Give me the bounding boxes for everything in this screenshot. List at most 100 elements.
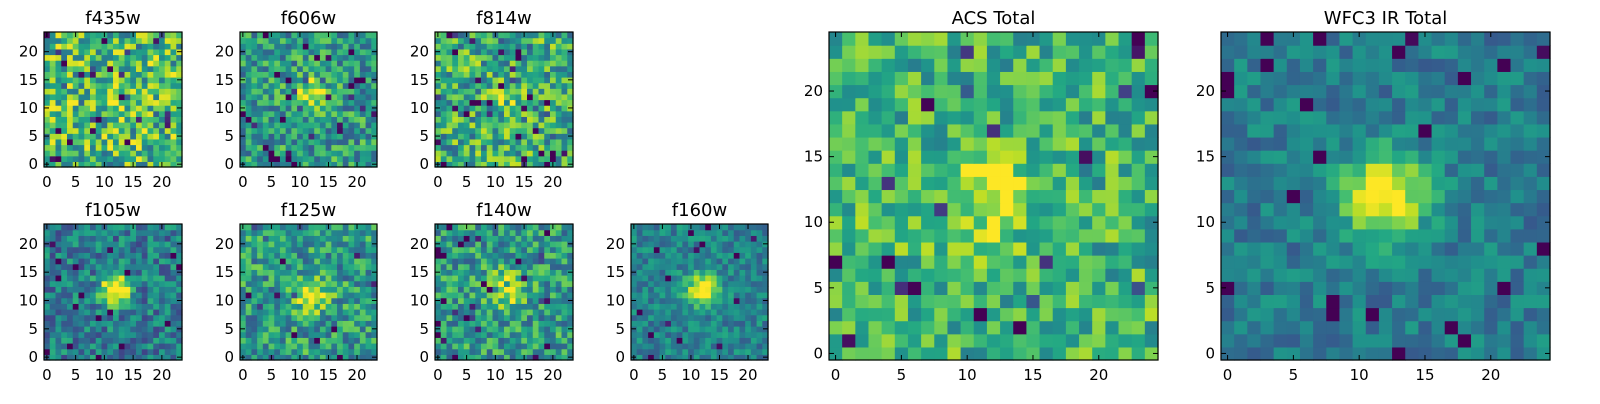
heatmap-cell — [711, 349, 717, 355]
heatmap-cell — [452, 258, 458, 264]
heatmap-cell — [113, 309, 119, 315]
heatmap-cell — [452, 111, 458, 117]
heatmap-cell — [1145, 321, 1159, 335]
heatmap-cell — [481, 298, 487, 304]
heatmap-cell — [493, 258, 499, 264]
heatmap-cell — [326, 275, 332, 281]
heatmap-cell — [165, 337, 171, 343]
heatmap-cell — [671, 241, 677, 247]
heatmap-cell — [1079, 163, 1093, 177]
heatmap-cell — [464, 247, 470, 253]
heatmap-cell — [326, 88, 332, 94]
heatmap-cell — [521, 315, 527, 321]
heatmap-cell — [934, 45, 948, 59]
heatmap-cell — [677, 275, 683, 281]
heatmap-cell — [153, 49, 159, 55]
heatmap-cell — [734, 303, 740, 309]
heatmap-cell — [136, 235, 142, 241]
heatmap-cell — [882, 176, 896, 190]
heatmap-cell — [562, 145, 568, 151]
heatmap-cell — [458, 150, 464, 156]
panel-title: f125w — [281, 200, 336, 221]
heatmap-cell — [637, 247, 643, 253]
heatmap-cell — [90, 77, 96, 83]
heatmap-cell — [493, 133, 499, 139]
heatmap-cell — [498, 32, 504, 38]
heatmap-cell — [908, 58, 922, 72]
heatmap-cell — [533, 111, 539, 117]
heatmap-cell — [539, 298, 545, 304]
heatmap-cell — [1066, 321, 1080, 335]
heatmap-cell — [96, 303, 102, 309]
heatmap-cell — [269, 38, 275, 44]
heatmap-cell — [961, 111, 975, 125]
heatmap-cell — [50, 105, 56, 111]
heatmap-cell — [113, 349, 119, 355]
heatmap-cell — [159, 264, 165, 270]
heatmap-cell — [360, 32, 366, 38]
heatmap-cell — [435, 88, 441, 94]
heatmap-cell — [274, 264, 280, 270]
heatmap-cell — [159, 83, 165, 89]
heatmap-cell — [96, 224, 102, 230]
heatmap-cell — [343, 337, 349, 343]
heatmap-cell — [348, 111, 354, 117]
heatmap-cell — [354, 230, 360, 236]
heatmap-cell — [331, 156, 337, 162]
y-tick-label: 15 — [215, 263, 234, 281]
heatmap-cell — [705, 349, 711, 355]
heatmap-cell — [470, 66, 476, 72]
heatmap-cell — [348, 105, 354, 111]
heatmap-cell — [73, 77, 79, 83]
heatmap-cell — [130, 133, 136, 139]
heatmap-cell — [987, 71, 1001, 85]
heatmap-cell — [309, 122, 315, 128]
heatmap-cell — [61, 286, 67, 292]
heatmap-cell — [739, 343, 745, 349]
heatmap-cell — [50, 66, 56, 72]
heatmap-cell — [343, 100, 349, 106]
heatmap-cell — [757, 332, 763, 338]
heatmap-cell — [487, 111, 493, 117]
heatmap-cell — [50, 156, 56, 162]
heatmap-cell — [1132, 321, 1146, 335]
heatmap-cell — [1274, 347, 1288, 361]
x-tick-label: 15 — [515, 173, 534, 191]
heatmap-cell — [654, 303, 660, 309]
heatmap-cell — [90, 66, 96, 72]
heatmap-cell — [125, 337, 131, 343]
heatmap-cell — [84, 83, 90, 89]
heatmap-cell — [722, 292, 728, 298]
heatmap-cell — [269, 264, 275, 270]
heatmap-cell — [337, 247, 343, 253]
heatmap-cell — [521, 38, 527, 44]
heatmap-cell — [67, 71, 73, 77]
heatmap-cell — [475, 332, 481, 338]
heatmap-cell — [269, 309, 275, 315]
heatmap-cell — [240, 292, 246, 298]
heatmap-cell — [435, 145, 441, 151]
heatmap-cell — [464, 241, 470, 247]
heatmap-cell — [165, 343, 171, 349]
heatmap-cell — [734, 264, 740, 270]
heatmap-cell — [269, 60, 275, 66]
heatmap-cell — [527, 252, 533, 258]
heatmap-cell — [855, 58, 869, 72]
heatmap-cell — [314, 332, 320, 338]
heatmap-cell — [493, 298, 499, 304]
heatmap-cell — [751, 292, 757, 298]
heatmap-cell — [246, 343, 252, 349]
heatmap-cell — [734, 349, 740, 355]
heatmap-cell — [705, 241, 711, 247]
heatmap-cell — [493, 292, 499, 298]
heatmap-cell — [739, 235, 745, 241]
heatmap-cell — [136, 111, 142, 117]
heatmap-cell — [974, 71, 988, 85]
heatmap-cell — [165, 235, 171, 241]
heatmap-cell — [102, 100, 108, 106]
heatmap-cell — [550, 298, 556, 304]
heatmap-cell — [269, 281, 275, 287]
heatmap-cell — [309, 269, 315, 275]
heatmap-cell — [1013, 229, 1027, 243]
heatmap-cell — [56, 309, 62, 315]
